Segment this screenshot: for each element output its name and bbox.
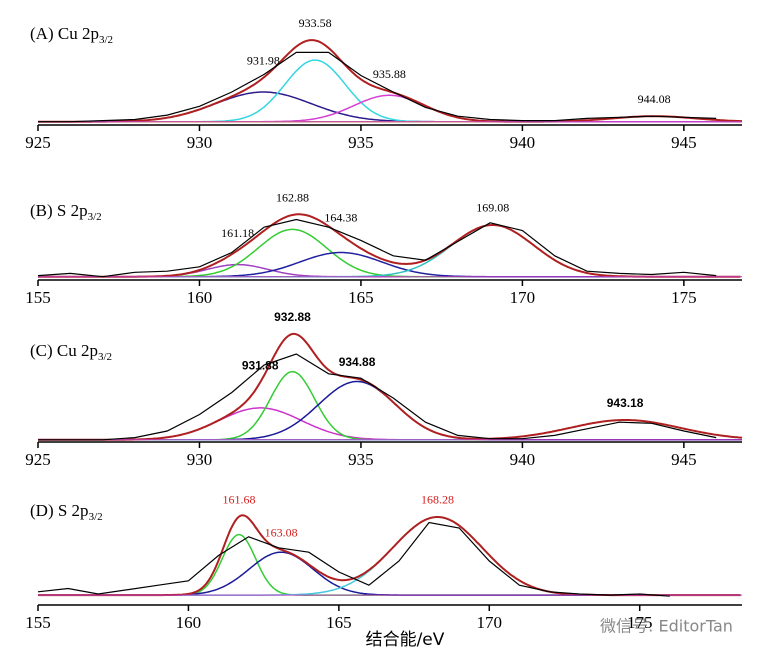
component-peak: [38, 551, 741, 596]
x-tick-label: 155: [25, 288, 51, 307]
peak-label: 169.08: [476, 201, 509, 215]
x-tick-label: 945: [671, 450, 697, 469]
raw-spectrum: [38, 51, 717, 123]
panel-title: (C) Cu 2p3/2: [30, 341, 112, 363]
raw-spectrum: [37, 218, 717, 278]
panel-title: (B) S 2p3/2: [30, 201, 102, 223]
x-tick-label: 175: [671, 288, 697, 307]
peak-label: 161.18: [221, 226, 254, 240]
x-tick-label: 160: [187, 288, 213, 307]
title-main: (D) S 2p: [30, 501, 89, 520]
x-tick-label: 935: [348, 450, 374, 469]
peak-label: 931.88: [242, 359, 279, 373]
x-axis-label: 结合能/eV: [366, 630, 445, 650]
x-tick-label: 940: [510, 133, 536, 152]
x-tick-label: 925: [25, 133, 51, 152]
component-peak: [38, 380, 742, 441]
title-main: (B) S 2p: [30, 201, 88, 220]
fit-envelope: [38, 514, 741, 597]
panel: (C) Cu 2p3/2 925 930 935 940 945 931.88 932.88 9…: [25, 310, 743, 469]
x-tick-label: 925: [25, 450, 51, 469]
x-tick-label: 170: [477, 613, 503, 632]
peak-label: 934.88: [339, 355, 376, 369]
panel-title: (D) S 2p3/2: [30, 501, 103, 523]
x-tick-label: 930: [187, 133, 213, 152]
x-tick-label: 155: [25, 613, 51, 632]
title-sub: 3/2: [89, 511, 103, 523]
fit-envelope: [38, 213, 741, 278]
x-tick-label: 165: [326, 613, 352, 632]
peak-label: 161.68: [222, 492, 255, 506]
x-tick-label: 935: [348, 133, 374, 152]
x-tick-label: 165: [348, 288, 374, 307]
title-sub: 3/2: [88, 211, 102, 223]
peak-label: 943.18: [607, 396, 644, 410]
raw-spectrum: [37, 521, 670, 597]
x-tick-label: 175: [627, 613, 653, 632]
title-main: (A) Cu 2p: [30, 24, 99, 43]
component-peak: [38, 533, 741, 596]
peak-label: 163.08: [265, 525, 298, 539]
component-peak: [38, 407, 742, 441]
x-tick-label: 160: [176, 613, 202, 632]
title-sub: 3/2: [99, 34, 113, 46]
component-peak: [38, 251, 741, 278]
panel-title: (A) Cu 2p3/2: [30, 24, 113, 46]
panel: (B) S 2p3/2 155 160 165 170 175 161.18 162.88 16…: [25, 191, 742, 307]
peak-label: 168.28: [421, 493, 454, 507]
raw-spectrum: [38, 353, 717, 441]
peak-label: 162.88: [276, 191, 309, 205]
fit-envelope: [38, 332, 743, 441]
peak-label: 164.38: [324, 211, 357, 225]
watermark: 微信号: EditorTan: [600, 617, 733, 636]
title-main: (C) Cu 2p: [30, 341, 98, 360]
peak-label: 931.98: [247, 53, 280, 67]
x-tick-label: 930: [187, 450, 213, 469]
x-tick-label: 940: [510, 450, 536, 469]
x-tick-label: 170: [510, 288, 536, 307]
component-peak: [38, 224, 741, 278]
x-tick-label: 945: [671, 133, 697, 152]
peak-label: 935.88: [373, 67, 406, 81]
panel: (D) S 2p3/2 155 160 165 170 175 161.68 163.08 16…: [25, 492, 742, 650]
peak-label: 944.08: [638, 92, 671, 106]
title-sub: 3/2: [98, 351, 112, 363]
peak-label: 932.88: [274, 310, 311, 324]
peak-label: 933.58: [299, 16, 332, 30]
component-peak: [38, 228, 741, 278]
component-peak: [38, 516, 741, 596]
panel: (A) Cu 2p3/2 925 930 935 940 945 931.98 933.58 9…: [25, 16, 742, 152]
